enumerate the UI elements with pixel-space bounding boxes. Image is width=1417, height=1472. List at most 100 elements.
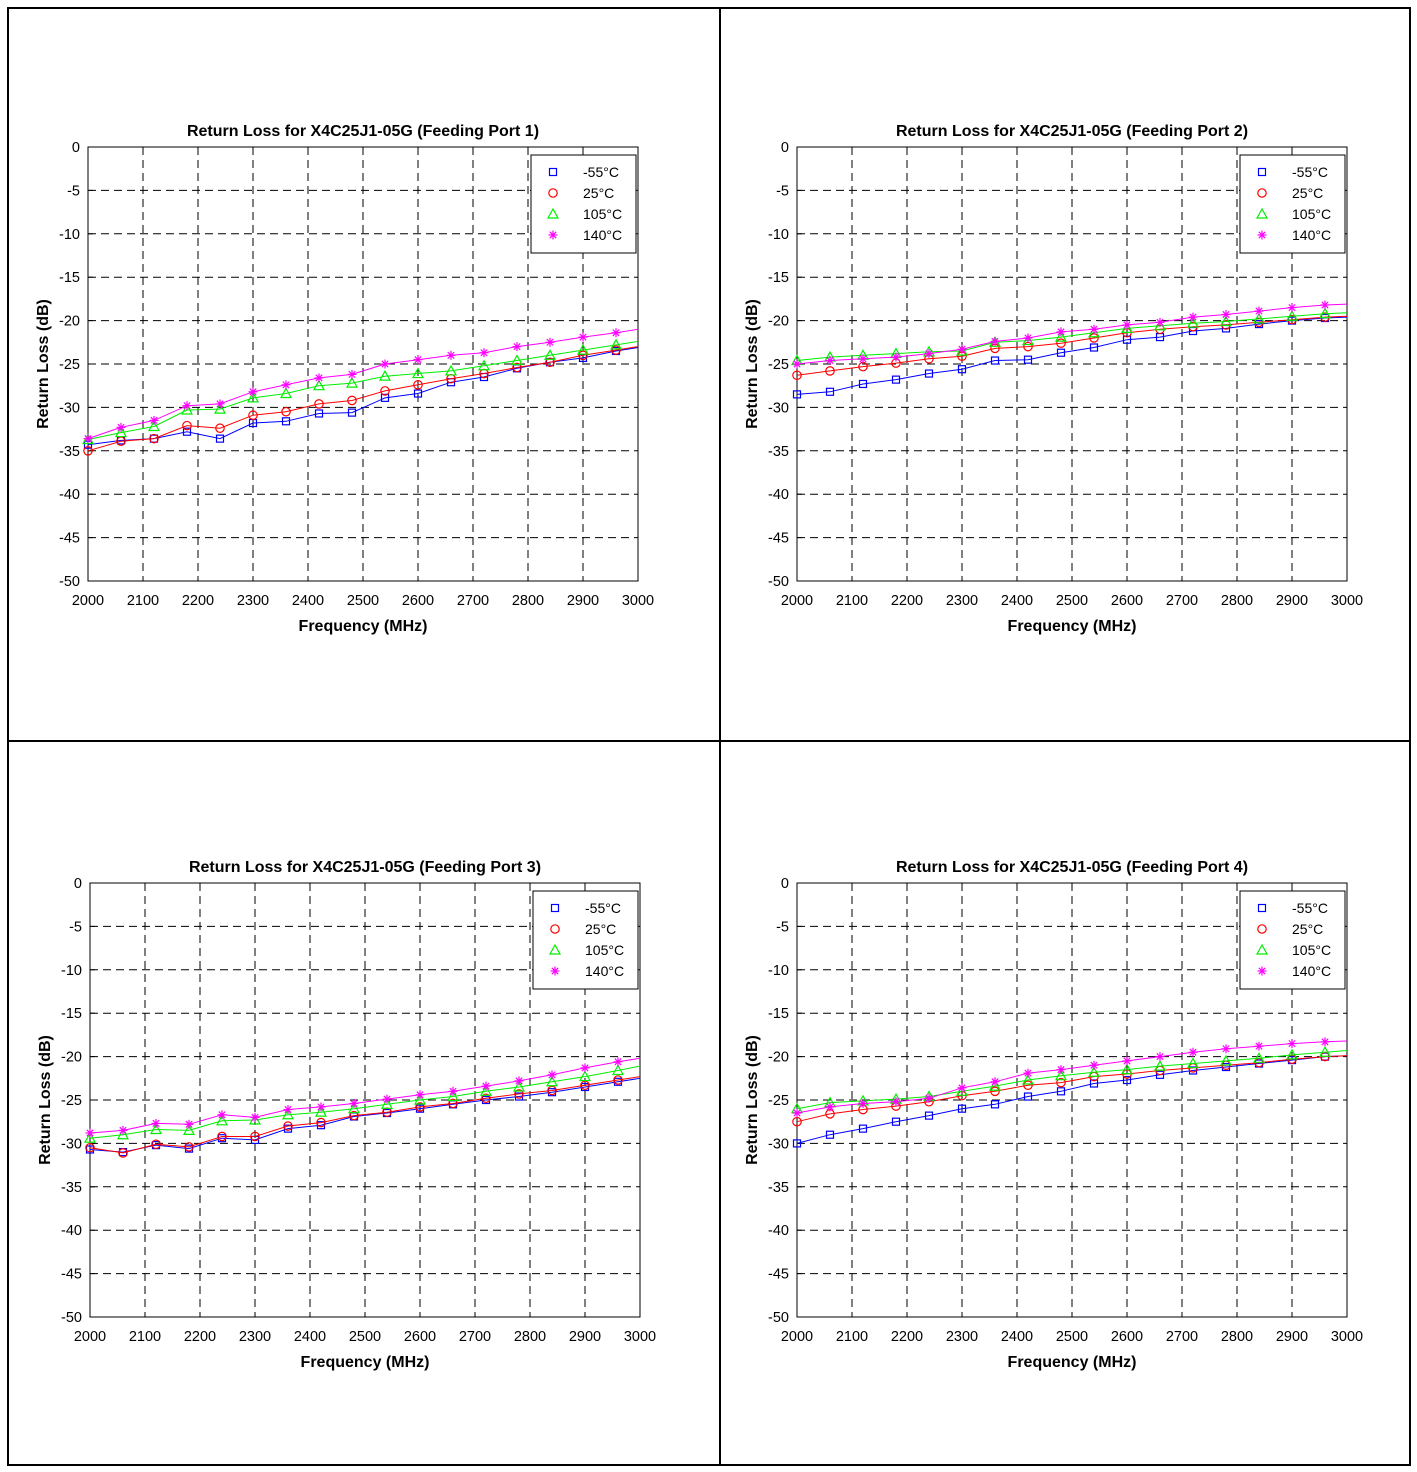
data-point [1285, 1048, 1299, 1060]
data-point [825, 356, 835, 366]
legend-marker [546, 207, 560, 219]
data-point [118, 1125, 128, 1135]
data-point [613, 1057, 623, 1067]
data-point [85, 1128, 95, 1138]
y-axis-label: Return Loss (dB) [35, 299, 52, 429]
data-point-stroke [416, 1091, 424, 1099]
data-point-stroke [482, 1082, 490, 1090]
data-point-stroke [1123, 321, 1131, 329]
data-point-stroke [218, 1111, 226, 1119]
x-tick-label: 2300 [239, 1329, 271, 1345]
data-point [380, 1098, 394, 1109]
data-point [580, 1063, 590, 1073]
x-tick-label: 3000 [624, 1329, 656, 1345]
data-point [215, 423, 225, 434]
y-tick-label: 0 [781, 876, 789, 892]
data-point [347, 408, 357, 417]
data-point [514, 1076, 524, 1086]
data-point-stroke [317, 1103, 325, 1111]
data-point [1056, 338, 1066, 348]
data-point [411, 367, 425, 379]
data-point [250, 1112, 260, 1122]
data-point [957, 344, 967, 354]
data-point [182, 401, 192, 411]
series-140°C [792, 300, 1348, 369]
x-tick-label: 2900 [1276, 593, 1308, 609]
data-point [1023, 1092, 1033, 1101]
data-point [448, 1098, 458, 1109]
y-tick-label: -50 [61, 1310, 82, 1326]
series-line [796, 303, 1348, 365]
data-point [1056, 1077, 1066, 1088]
data-point [279, 387, 293, 399]
data-point-stroke [1090, 1061, 1098, 1069]
data-point-stroke [1189, 313, 1197, 321]
legend-marker [1255, 943, 1269, 955]
data-point [1023, 355, 1033, 364]
data-point [217, 1110, 227, 1120]
y-tick-label: -45 [61, 1267, 82, 1283]
chart-title: Return Loss for X4C25J1-05G (Feeding Por… [896, 123, 1248, 140]
y-tick-label: -10 [768, 227, 789, 243]
x-tick-label: 2000 [781, 1329, 813, 1345]
x-tick-label: 2400 [1001, 593, 1033, 609]
y-tick-label: -20 [768, 1050, 789, 1066]
x-tick-label: 2800 [1221, 1329, 1253, 1345]
x-tick-label: 2300 [946, 593, 978, 609]
data-point [792, 390, 802, 399]
data-point [990, 1077, 1000, 1087]
y-axis-label: Return Loss (dB) [37, 1035, 54, 1165]
data-point-stroke [546, 338, 554, 346]
figure-grid [7, 7, 1411, 1466]
x-tick-label: 3000 [1331, 1329, 1363, 1345]
data-point-stroke [152, 1119, 160, 1128]
data-point [314, 399, 324, 409]
legend-box [1239, 154, 1346, 254]
data-point [184, 1119, 194, 1129]
grid-border-middle [7, 740, 1411, 742]
legend: -55°C 25°C 105°C 140°C [530, 154, 637, 254]
data-point [1056, 348, 1066, 357]
data-point-stroke [284, 1105, 292, 1114]
data-point [1122, 1075, 1132, 1085]
data-point-stroke [84, 435, 92, 443]
y-tick-label: -50 [768, 574, 789, 590]
data-point [792, 1139, 802, 1148]
data-point [1318, 1046, 1332, 1057]
data-point [924, 1093, 934, 1103]
y-tick-label: -35 [768, 1180, 789, 1196]
x-tick-label: 2000 [72, 593, 104, 609]
x-tick-label: 2700 [1166, 1329, 1198, 1345]
data-point [1320, 300, 1330, 310]
data-point [924, 1111, 934, 1120]
y-tick-label: -30 [61, 1136, 82, 1152]
data-point [578, 1070, 592, 1082]
data-point [1254, 306, 1264, 316]
data-point [1186, 1057, 1200, 1069]
y-tick-label: -40 [59, 487, 80, 503]
series-line [796, 1050, 1348, 1110]
grid-border-top [7, 7, 1411, 9]
data-point [281, 380, 291, 390]
x-tick-label: 2900 [567, 593, 599, 609]
data-point [116, 422, 126, 432]
x-axis-label: Frequency (MHz) [1008, 618, 1137, 635]
legend-label: 25°C [1292, 185, 1323, 201]
x-tick-label: 2200 [182, 593, 214, 609]
data-point [83, 434, 93, 444]
x-tick-label: 2700 [459, 1329, 491, 1345]
data-point [448, 1086, 458, 1096]
data-point-stroke [1288, 1039, 1296, 1048]
y-tick-label: -40 [768, 487, 789, 503]
legend-label: 140°C [585, 963, 624, 979]
x-tick-label: 2100 [836, 593, 868, 609]
data-point [891, 352, 901, 362]
data-point [1153, 1059, 1167, 1071]
data-point [957, 1104, 967, 1113]
y-tick-label: -30 [59, 400, 80, 416]
x-tick-label: 2800 [514, 1329, 546, 1345]
data-point [1252, 1052, 1266, 1063]
x-tick-label: 2500 [349, 1329, 381, 1345]
data-point [180, 403, 194, 415]
data-point-stroke [1255, 1042, 1263, 1050]
